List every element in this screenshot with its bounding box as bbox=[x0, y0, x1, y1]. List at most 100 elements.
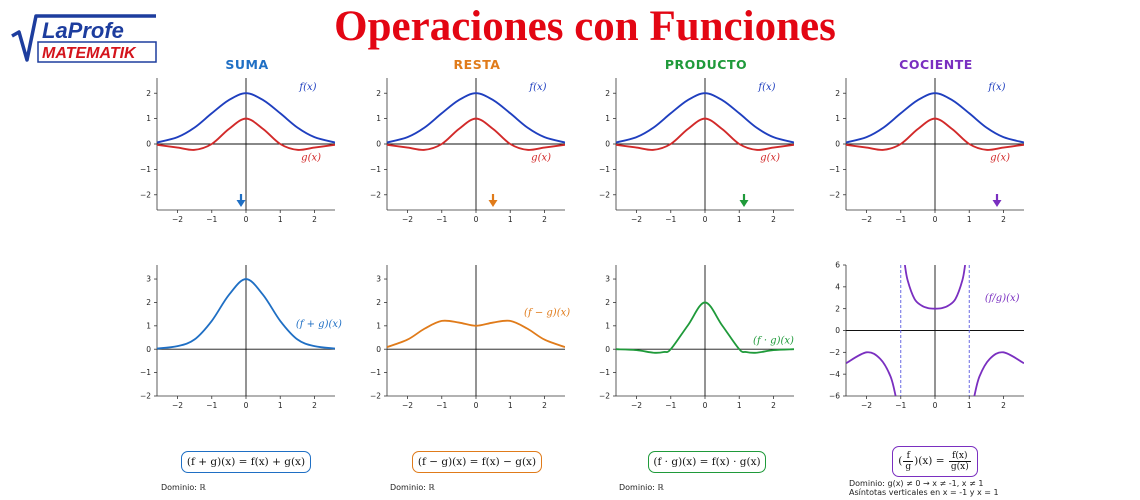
series-g-line bbox=[616, 117, 794, 151]
x-tick-label: −1 bbox=[206, 401, 217, 410]
plot-cociente-bottom: −2 −1 0 1 2 −6 −4 −2 0 2 4 6 (f/g)(x) bbox=[829, 261, 1024, 410]
formula-cociente: (f g)(x) = f(x) g(x) bbox=[892, 446, 978, 477]
label-f: f(x) bbox=[528, 82, 546, 93]
y-tick-label: 0 bbox=[605, 140, 610, 149]
x-tick-label: 1 bbox=[508, 401, 513, 410]
y-tick-label: 2 bbox=[146, 298, 151, 307]
label-result: (f − g)(x) bbox=[524, 307, 570, 318]
logo-text-top: LaProfe bbox=[42, 18, 124, 43]
main-title: Operaciones con Funciones bbox=[334, 3, 836, 50]
y-tick-label: −1 bbox=[370, 368, 381, 377]
plot-cociente-top: −2 −1 0 1 2 −2 −1 0 1 2 f(x) g(x) bbox=[829, 78, 1024, 224]
x-tick-label: 1 bbox=[508, 215, 513, 224]
x-tick-label: −1 bbox=[436, 215, 447, 224]
y-tick-label: 0 bbox=[605, 345, 610, 354]
plot-suma-top: −2 −1 0 1 2 −2 −1 0 1 2 f(x) g(x) bbox=[140, 78, 335, 224]
x-tick-label: 0 bbox=[244, 401, 249, 410]
x-tick-label: 0 bbox=[703, 401, 708, 410]
y-tick-label: 2 bbox=[146, 89, 151, 98]
y-tick-label: 1 bbox=[376, 321, 381, 330]
y-tick-label: 1 bbox=[146, 114, 151, 123]
x-tick-label: −1 bbox=[206, 215, 217, 224]
x-tick-label: 1 bbox=[737, 215, 742, 224]
formula-resta: (f − g)(x) = f(x) − g(x) bbox=[412, 451, 542, 473]
y-tick-label: 3 bbox=[605, 275, 610, 284]
x-tick-label: 2 bbox=[312, 401, 317, 410]
label-g: g(x) bbox=[760, 153, 780, 164]
series-suma-line bbox=[157, 278, 335, 350]
x-tick-label: −2 bbox=[172, 215, 183, 224]
y-tick-label: −2 bbox=[599, 190, 610, 199]
formula-cociente-lhs-den: g bbox=[905, 461, 912, 472]
y-tick-label: 0 bbox=[376, 345, 381, 354]
y-tick-label: 0 bbox=[835, 140, 840, 149]
domain-suma: Dominio: ℝ bbox=[161, 483, 206, 492]
series-producto-line bbox=[616, 301, 794, 354]
label-g: g(x) bbox=[990, 153, 1010, 164]
x-tick-label: −2 bbox=[631, 401, 642, 410]
y-tick-label: −4 bbox=[829, 370, 840, 379]
laprofe-matematik-logo: LaProfe MATEMATIK bbox=[11, 14, 157, 63]
plot-producto-bottom: −2 −1 0 1 2 −2 −1 0 1 2 3 (f · g)(x) bbox=[599, 265, 794, 410]
label-f: f(x) bbox=[757, 82, 775, 93]
formula-producto: (f · g)(x) = f(x) · g(x) bbox=[648, 451, 766, 473]
y-tick-label: 2 bbox=[835, 89, 840, 98]
x-tick-label: 1 bbox=[278, 401, 283, 410]
x-tick-label: −1 bbox=[436, 401, 447, 410]
y-tick-label: 2 bbox=[605, 89, 610, 98]
x-tick-label: −1 bbox=[665, 401, 676, 410]
x-tick-label: −1 bbox=[895, 401, 906, 410]
plot-producto-top: −2 −1 0 1 2 −2 −1 0 1 2 f(x) g(x) bbox=[599, 78, 794, 224]
y-tick-label: 1 bbox=[146, 321, 151, 330]
title-cociente: COCIENTE bbox=[899, 57, 973, 72]
y-tick-label: 4 bbox=[835, 282, 840, 291]
formula-cociente-mid: (x) = bbox=[918, 455, 945, 467]
series-cociente-line bbox=[973, 351, 1024, 396]
x-tick-label: −2 bbox=[402, 401, 413, 410]
x-tick-label: 2 bbox=[1001, 401, 1006, 410]
domain-producto: Dominio: ℝ bbox=[619, 483, 664, 492]
series-f-line bbox=[157, 92, 335, 144]
y-tick-label: −2 bbox=[370, 392, 381, 401]
plot-resta-top: −2 −1 0 1 2 −2 −1 0 1 2 f(x) g(x) bbox=[370, 78, 565, 224]
series-g-line bbox=[387, 117, 565, 151]
asymptotes-note: Asíntotas verticales en x = -1 y x = 1 bbox=[849, 488, 999, 497]
y-tick-label: −2 bbox=[829, 348, 840, 357]
logo-text-bottom: MATEMATIK bbox=[42, 45, 137, 62]
y-tick-label: −2 bbox=[140, 392, 151, 401]
title-resta: RESTA bbox=[453, 57, 501, 72]
x-tick-label: −2 bbox=[861, 401, 872, 410]
plot-resta-bottom: −2 −1 0 1 2 −2 −1 0 1 2 3 (f − g)(x) bbox=[370, 265, 570, 410]
y-tick-label: 0 bbox=[146, 140, 151, 149]
y-tick-label: 1 bbox=[605, 114, 610, 123]
label-result: (f/g)(x) bbox=[985, 293, 1020, 304]
x-tick-label: −1 bbox=[665, 215, 676, 224]
y-tick-label: −2 bbox=[140, 190, 151, 199]
y-tick-label: 3 bbox=[376, 275, 381, 284]
label-g: g(x) bbox=[531, 153, 551, 164]
label-result: (f + g)(x) bbox=[296, 319, 342, 330]
series-f-line bbox=[387, 92, 565, 144]
x-tick-label: 2 bbox=[312, 215, 317, 224]
formula-cociente-rhs-num: f(x) bbox=[948, 451, 971, 462]
x-tick-label: 0 bbox=[933, 215, 938, 224]
x-tick-label: −2 bbox=[172, 401, 183, 410]
series-g-line bbox=[846, 117, 1024, 151]
title-suma: SUMA bbox=[225, 57, 269, 72]
series-f-line bbox=[846, 92, 1024, 144]
y-tick-label: −1 bbox=[370, 165, 381, 174]
y-tick-label: −2 bbox=[599, 392, 610, 401]
x-tick-label: 1 bbox=[737, 401, 742, 410]
x-tick-label: 0 bbox=[474, 401, 479, 410]
domain-resta: Dominio: ℝ bbox=[390, 483, 435, 492]
y-tick-label: 1 bbox=[605, 321, 610, 330]
y-tick-label: 0 bbox=[376, 140, 381, 149]
plot-suma-bottom: −2 −1 0 1 2 −2 −1 0 1 2 3 (f + g)(x) bbox=[140, 265, 342, 410]
y-tick-label: −1 bbox=[140, 165, 151, 174]
x-tick-label: 2 bbox=[1001, 215, 1006, 224]
x-tick-label: −2 bbox=[861, 215, 872, 224]
y-tick-label: −2 bbox=[829, 190, 840, 199]
x-tick-label: 0 bbox=[703, 215, 708, 224]
series-cociente-line bbox=[903, 265, 967, 310]
